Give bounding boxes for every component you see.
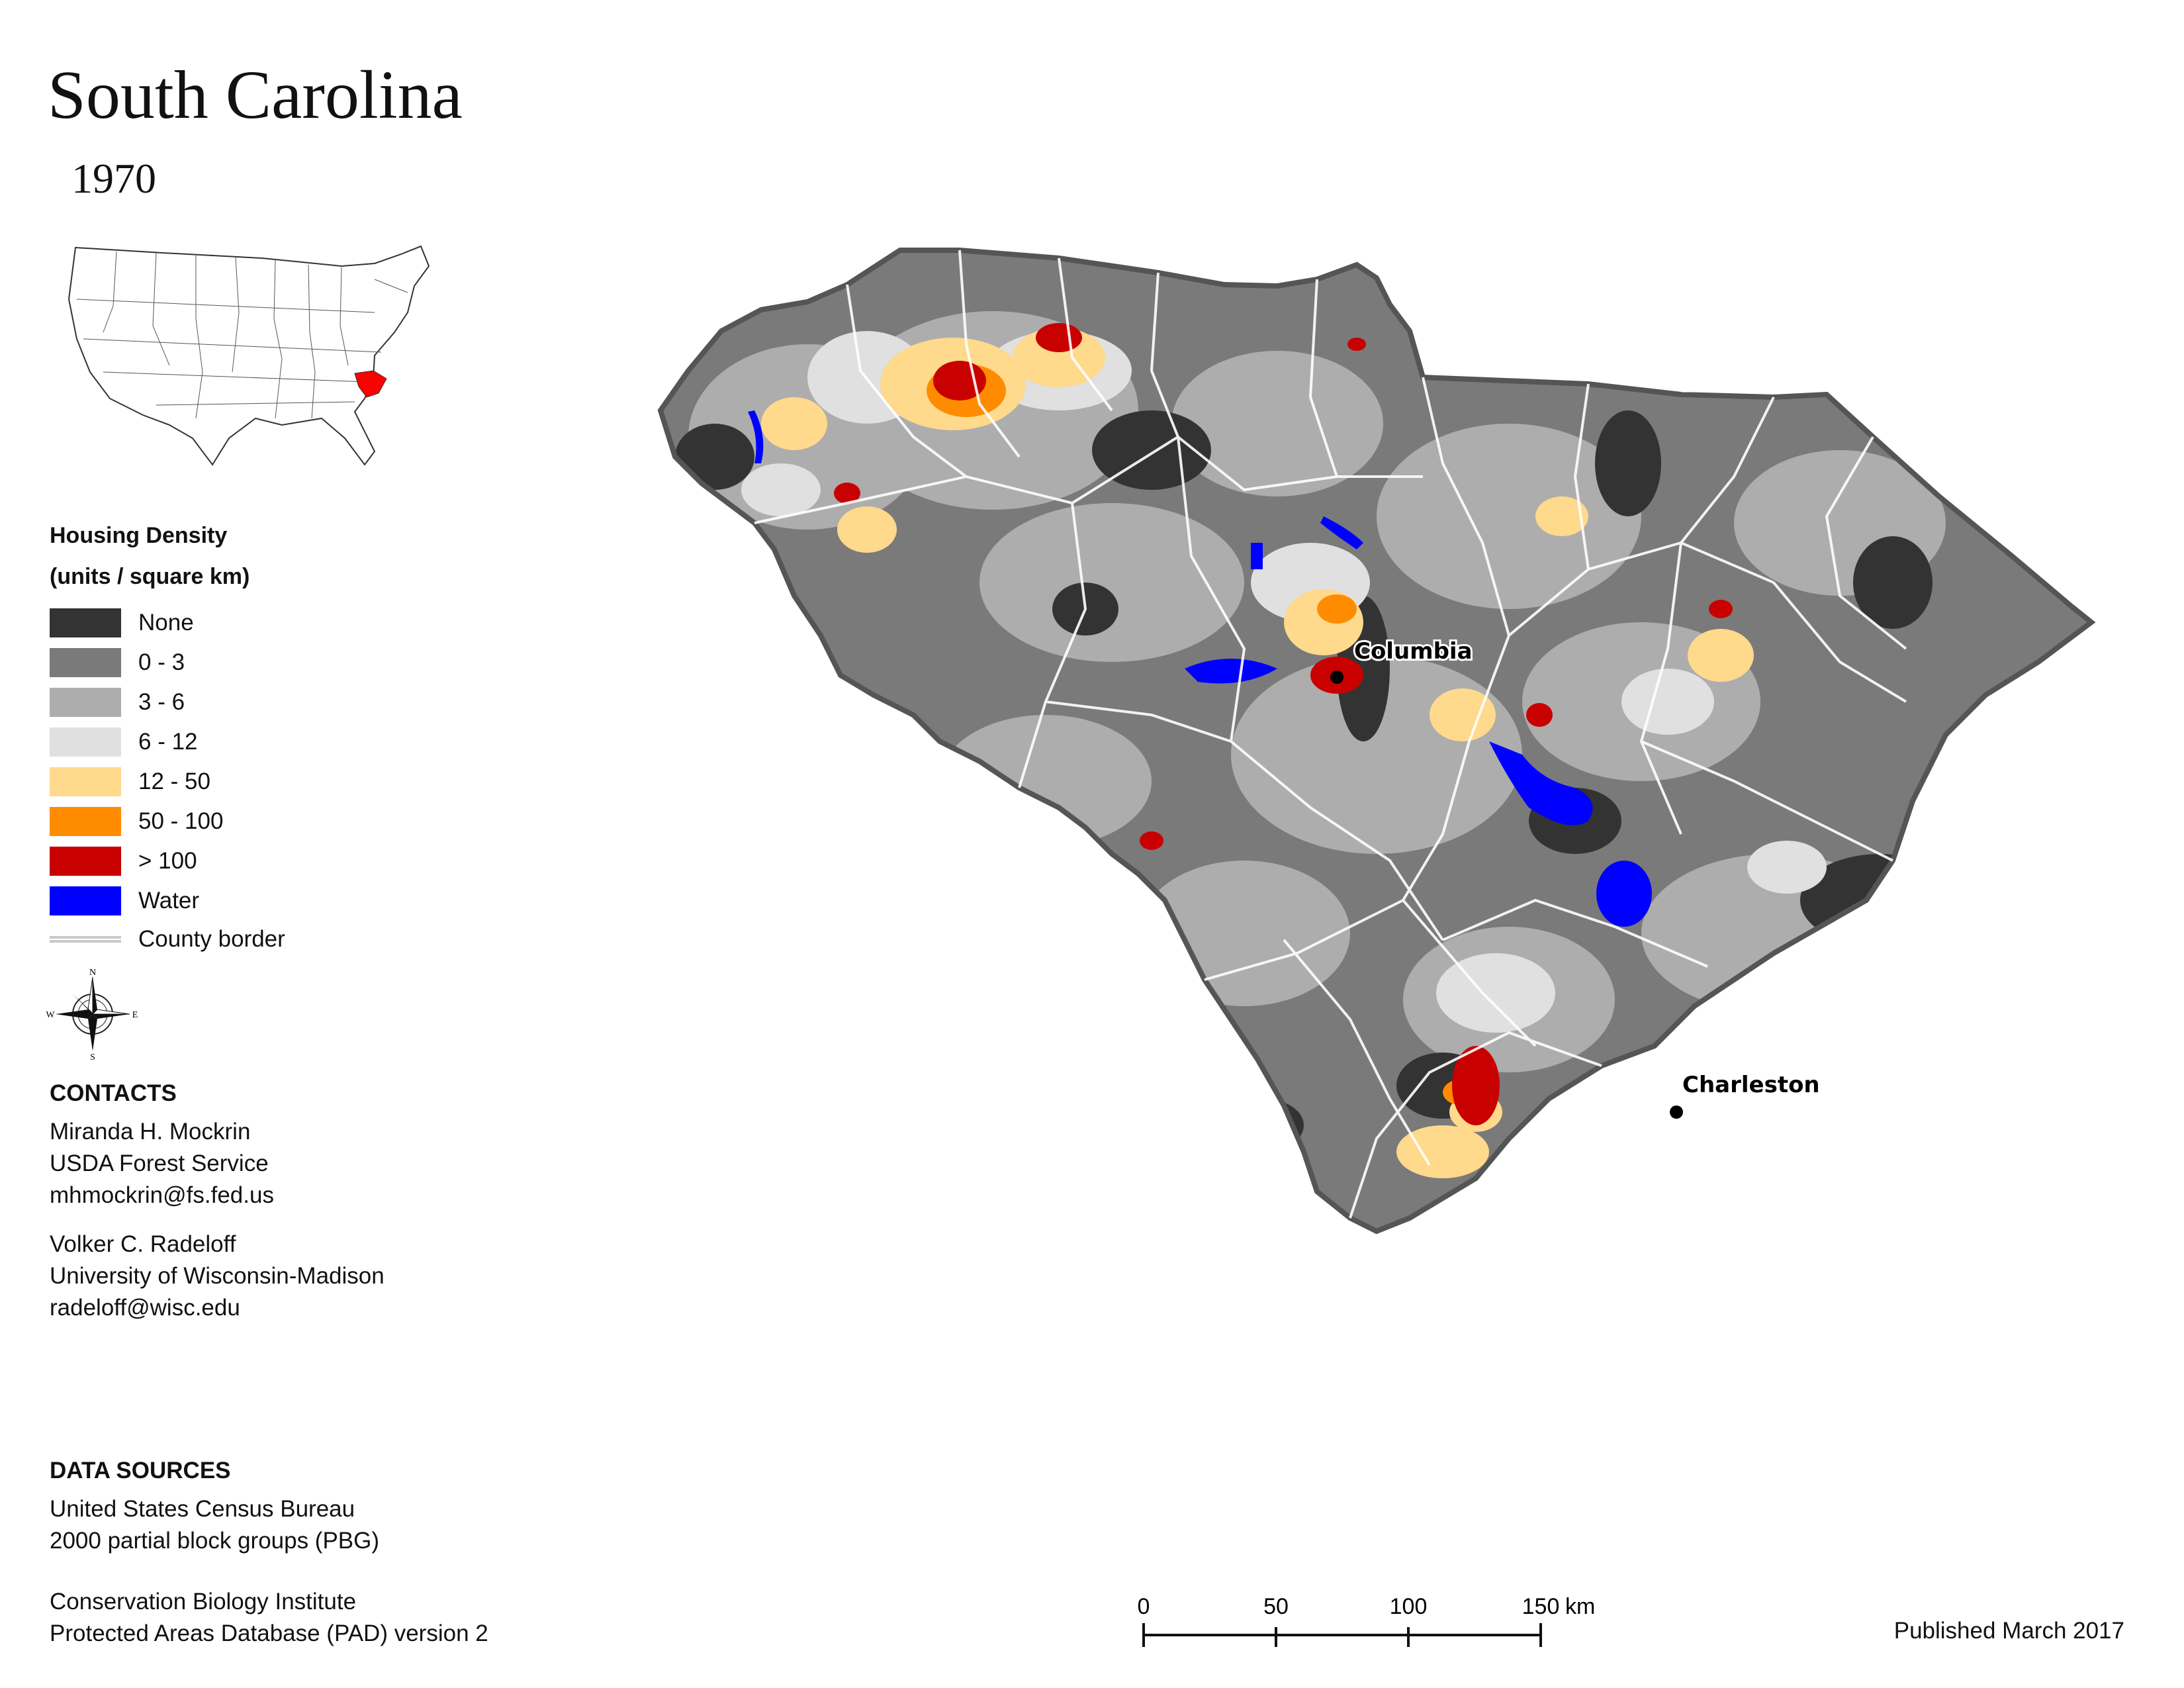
county-border-swatch bbox=[50, 936, 121, 943]
legend-swatch bbox=[50, 807, 121, 836]
legend-swatch bbox=[50, 767, 121, 796]
contact-1-org: USDA Forest Service bbox=[50, 1150, 269, 1176]
scale-tick-label-150: 150 bbox=[1522, 1594, 1560, 1619]
south-carolina-highlight bbox=[354, 370, 387, 398]
legend-label: 3 - 6 bbox=[138, 689, 185, 715]
legend-label: 50 - 100 bbox=[138, 808, 224, 834]
charleston-marker bbox=[1670, 1105, 1683, 1119]
state-outline bbox=[657, 248, 2096, 1235]
legend-label: None bbox=[138, 610, 194, 635]
scale-tick-label-0: 0 bbox=[1138, 1594, 1150, 1619]
compass-n: N bbox=[89, 968, 96, 978]
contact-2-org: University of Wisconsin-Madison bbox=[50, 1263, 385, 1289]
contact-1: Miranda H. Mockrin USDA Forest Service m… bbox=[50, 1116, 274, 1211]
legend-label: County border bbox=[138, 926, 285, 952]
legend-title: Housing Density bbox=[50, 523, 228, 548]
legend-subtitle: (units / square km) bbox=[50, 564, 250, 589]
data-source-2-line2: Protected Areas Database (PAD) version 2 bbox=[50, 1620, 488, 1646]
legend-item-0-3: 0 - 3 bbox=[50, 647, 185, 678]
legend-label: 0 - 3 bbox=[138, 649, 185, 675]
legend-swatch bbox=[50, 727, 121, 757]
water-bodies bbox=[748, 410, 1652, 927]
data-source-2-line1: Conservation Biology Institute bbox=[50, 1589, 357, 1615]
legend-swatch bbox=[50, 608, 121, 637]
scale-bar: 0 50 100 150 km bbox=[1138, 1594, 1595, 1647]
legend-swatch bbox=[50, 648, 121, 677]
legend-label: Water bbox=[138, 888, 200, 914]
data-sources-heading: DATA SOURCES bbox=[50, 1458, 231, 1483]
contact-2-name: Volker C. Radeloff bbox=[50, 1231, 236, 1257]
legend-item-3-6: 3 - 6 bbox=[50, 687, 185, 718]
data-source-1-line1: United States Census Bureau bbox=[50, 1496, 355, 1522]
compass-s: S bbox=[90, 1053, 95, 1060]
usa-locator-map bbox=[68, 245, 430, 466]
data-source-2: Conservation Biology Institute Protected… bbox=[50, 1586, 488, 1650]
data-source-1: United States Census Bureau 2000 partial… bbox=[50, 1493, 379, 1557]
compass-e: E bbox=[132, 1010, 138, 1020]
legend-item-county-border: County border bbox=[50, 924, 285, 955]
data-source-1-line2: 2000 partial block groups (PBG) bbox=[50, 1528, 380, 1554]
scale-unit: km bbox=[1565, 1594, 1595, 1619]
contact-1-name: Miranda H. Mockrin bbox=[50, 1119, 251, 1145]
contacts-heading: CONTACTS bbox=[50, 1080, 177, 1106]
compass-rose-icon: N S E W bbox=[46, 968, 138, 1060]
map-year: 1970 bbox=[71, 155, 156, 202]
legend-swatch bbox=[50, 886, 121, 915]
published-date: Published March 2017 bbox=[1893, 1618, 2124, 1644]
legend-item-water: Water bbox=[50, 886, 199, 916]
charleston-label: Charleston bbox=[1682, 1072, 1820, 1098]
legend-item-6-12: 6 - 12 bbox=[50, 727, 198, 757]
legend-item-50-100: 50 - 100 bbox=[50, 806, 223, 837]
map-title: South Carolina bbox=[48, 57, 463, 133]
south-carolina-housing-density-map: Columbia Charleston bbox=[657, 248, 2096, 1235]
scale-tick-label-100: 100 bbox=[1390, 1594, 1428, 1619]
legend-item-over-100: > 100 bbox=[50, 846, 197, 876]
legend-label: 6 - 12 bbox=[138, 729, 198, 755]
legend-swatch bbox=[50, 688, 121, 717]
legend-item-none: None bbox=[50, 608, 194, 638]
legend-item-12-50: 12 - 50 bbox=[50, 767, 210, 797]
legend-swatch bbox=[50, 847, 121, 876]
usa-outline bbox=[68, 245, 430, 466]
county-borders bbox=[754, 250, 1907, 1219]
compass-w: W bbox=[46, 1010, 55, 1020]
columbia-label: Columbia bbox=[1354, 638, 1473, 665]
legend-label: 12 - 50 bbox=[138, 769, 210, 794]
scale-tick-label-50: 50 bbox=[1263, 1594, 1289, 1619]
legend-label: > 100 bbox=[138, 848, 197, 874]
contact-1-email: mhmockrin@fs.fed.us bbox=[50, 1182, 274, 1208]
contact-2: Volker C. Radeloff University of Wiscons… bbox=[50, 1229, 385, 1324]
contact-2-email: radeloff@wisc.edu bbox=[50, 1295, 240, 1321]
columbia-marker bbox=[1330, 671, 1343, 684]
